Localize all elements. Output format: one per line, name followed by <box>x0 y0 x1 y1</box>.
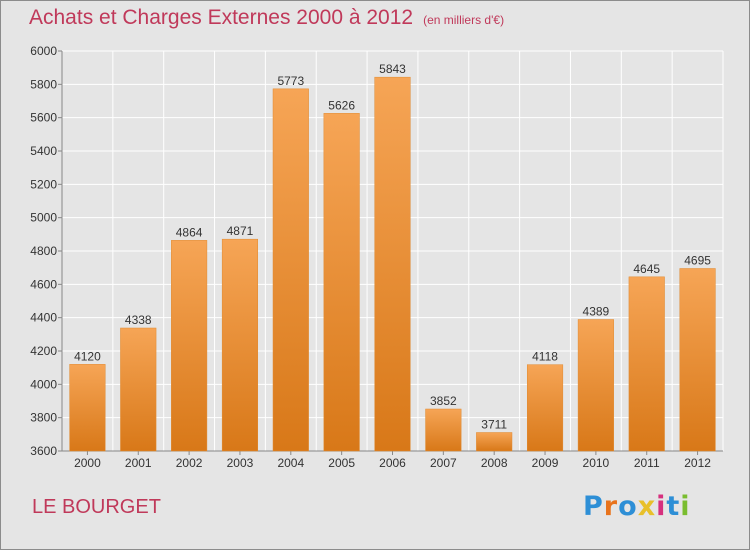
data-labels: 4120 4338 4864 4871 5773 5626 5843 3852 3711 4118… <box>74 62 711 431</box>
x-tick-label: 2001 <box>125 456 152 470</box>
bar-chart: 3600 3800 4000 4200 4400 4600 4800 5000 5200 5400… <box>30 44 724 470</box>
chart-subtitle: (en milliers d'€) <box>423 13 505 27</box>
y-tick-label: 3800 <box>30 411 57 425</box>
x-tick-label: 2002 <box>176 456 203 470</box>
x-tick-label: 2008 <box>481 456 508 470</box>
data-label: 4389 <box>583 305 610 319</box>
bar-2001 <box>120 327 157 452</box>
bar-2002 <box>171 240 208 452</box>
x-tick-label: 2005 <box>328 456 355 470</box>
y-tick-label: 4600 <box>30 277 57 291</box>
bar-2008 <box>476 432 513 452</box>
logo-letter: t <box>666 491 681 522</box>
x-tick-label: 2011 <box>634 456 660 470</box>
logo-letter: P <box>583 491 604 522</box>
bar-2005 <box>323 113 360 452</box>
bar-2003 <box>221 238 259 452</box>
x-tick-label: 2010 <box>583 456 610 470</box>
bar-2012 <box>679 268 716 452</box>
data-label: 4871 <box>227 224 254 238</box>
y-tick-label: 6000 <box>30 44 57 58</box>
city-name: LE BOURGET <box>32 496 161 518</box>
x-tick-label: 2000 <box>74 456 101 470</box>
axes: 3600 3800 4000 4200 4400 4600 4800 5000 5200 5400… <box>30 44 723 470</box>
data-label: 5843 <box>379 62 406 76</box>
bar-2009 <box>526 364 564 452</box>
y-tick-label: 5000 <box>30 211 57 225</box>
x-tick-label: 2009 <box>532 456 559 470</box>
data-label: 3852 <box>430 394 457 408</box>
y-tick-label: 4800 <box>30 244 57 258</box>
data-label: 4118 <box>532 350 558 364</box>
x-tick-label: 2012 <box>684 456 711 470</box>
chart-title: Achats et Charges Externes 2000 à 2012 (e… <box>29 6 504 30</box>
y-tick-label: 5200 <box>30 177 57 191</box>
data-label: 4120 <box>74 349 101 363</box>
y-tick-label: 4200 <box>30 344 57 358</box>
bars <box>69 76 716 452</box>
y-tick-label: 4400 <box>30 311 57 325</box>
logo-letter: i <box>656 491 667 522</box>
bar-2007 <box>425 408 462 452</box>
bar-2006 <box>374 76 411 452</box>
y-tick-label: 5600 <box>30 111 57 125</box>
data-label: 5626 <box>328 98 355 112</box>
x-tick-label: 2007 <box>430 456 457 470</box>
y-tick-label: 3600 <box>30 444 57 458</box>
data-label: 3711 <box>481 418 507 432</box>
bar-2011 <box>628 276 665 452</box>
data-label: 4695 <box>684 254 711 268</box>
bar-2010 <box>577 319 614 452</box>
logo-letter: x <box>637 491 657 522</box>
data-label: 4338 <box>125 313 152 327</box>
y-tick-label: 5400 <box>30 144 57 158</box>
proxiti-logo: Proxiti <box>583 491 691 522</box>
data-label: 4864 <box>176 225 203 239</box>
bar-2004 <box>272 88 309 452</box>
data-label: 4645 <box>633 262 660 276</box>
x-tick-label: 2003 <box>227 456 254 470</box>
logo-letter: r <box>603 491 619 522</box>
title-text: Achats et Charges Externes 2000 à 2012 <box>29 6 414 29</box>
x-tick-label: 2004 <box>277 456 304 470</box>
logo-letter: o <box>618 491 638 522</box>
x-tick-label: 2006 <box>379 456 406 470</box>
bar-2000 <box>69 364 106 452</box>
logo-letter: i <box>680 491 691 522</box>
y-tick-label: 4000 <box>30 377 57 391</box>
data-label: 5773 <box>277 74 304 88</box>
y-tick-label: 5800 <box>30 77 57 91</box>
